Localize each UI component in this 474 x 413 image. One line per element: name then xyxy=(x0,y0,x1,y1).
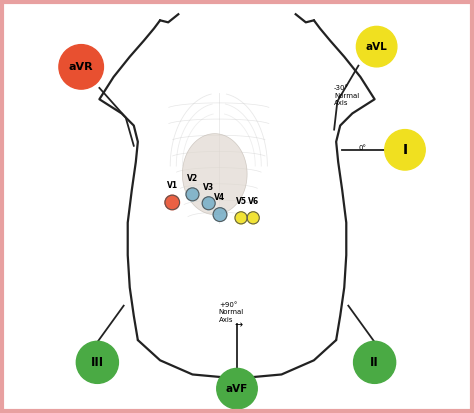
Circle shape xyxy=(165,195,180,210)
Circle shape xyxy=(213,208,227,221)
Circle shape xyxy=(76,341,118,383)
Circle shape xyxy=(247,212,259,224)
Text: V4: V4 xyxy=(214,193,226,202)
Text: V1: V1 xyxy=(167,181,178,190)
Text: V3: V3 xyxy=(203,183,214,192)
Polygon shape xyxy=(182,134,247,215)
Circle shape xyxy=(186,188,199,201)
Circle shape xyxy=(59,45,103,89)
Text: →: → xyxy=(235,320,243,330)
Circle shape xyxy=(235,212,247,224)
Text: V5: V5 xyxy=(236,197,246,206)
Text: 0°: 0° xyxy=(358,145,366,151)
Text: aVF: aVF xyxy=(226,384,248,394)
Text: -30°
Normal
Axis: -30° Normal Axis xyxy=(334,85,359,106)
Circle shape xyxy=(202,197,215,210)
Text: aVR: aVR xyxy=(69,62,93,72)
Text: V2: V2 xyxy=(187,173,198,183)
Circle shape xyxy=(356,26,397,67)
Text: +90°
Normal
Axis: +90° Normal Axis xyxy=(219,301,244,323)
Text: III: III xyxy=(91,356,104,369)
Text: II: II xyxy=(370,356,379,369)
Circle shape xyxy=(217,368,257,409)
Circle shape xyxy=(385,130,425,170)
Circle shape xyxy=(354,341,396,383)
Text: I: I xyxy=(402,143,408,157)
Text: aVL: aVL xyxy=(366,42,388,52)
Text: V6: V6 xyxy=(247,197,259,206)
